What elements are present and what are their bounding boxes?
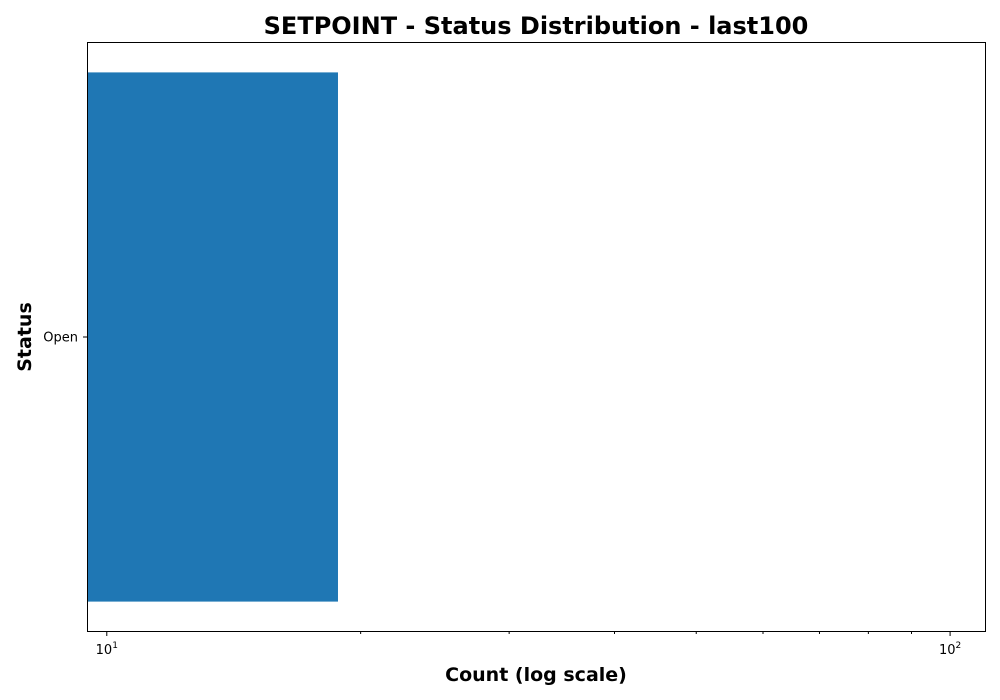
- bar-open: [88, 72, 338, 602]
- y-tick-label: Open: [43, 331, 78, 346]
- plot-area-frame: [87, 42, 986, 632]
- x-axis-label: Count (log scale): [445, 664, 627, 686]
- chart-title: SETPOINT - Status Distribution - last100: [264, 12, 809, 40]
- x-tick-label: 101: [96, 641, 118, 658]
- y-axis-ticks: Open: [43, 331, 88, 346]
- x-tick-label: 102: [939, 641, 961, 658]
- bars-layer: [88, 72, 338, 602]
- x-axis-ticks: 101 102: [96, 631, 961, 658]
- y-axis-label: Status: [14, 302, 36, 372]
